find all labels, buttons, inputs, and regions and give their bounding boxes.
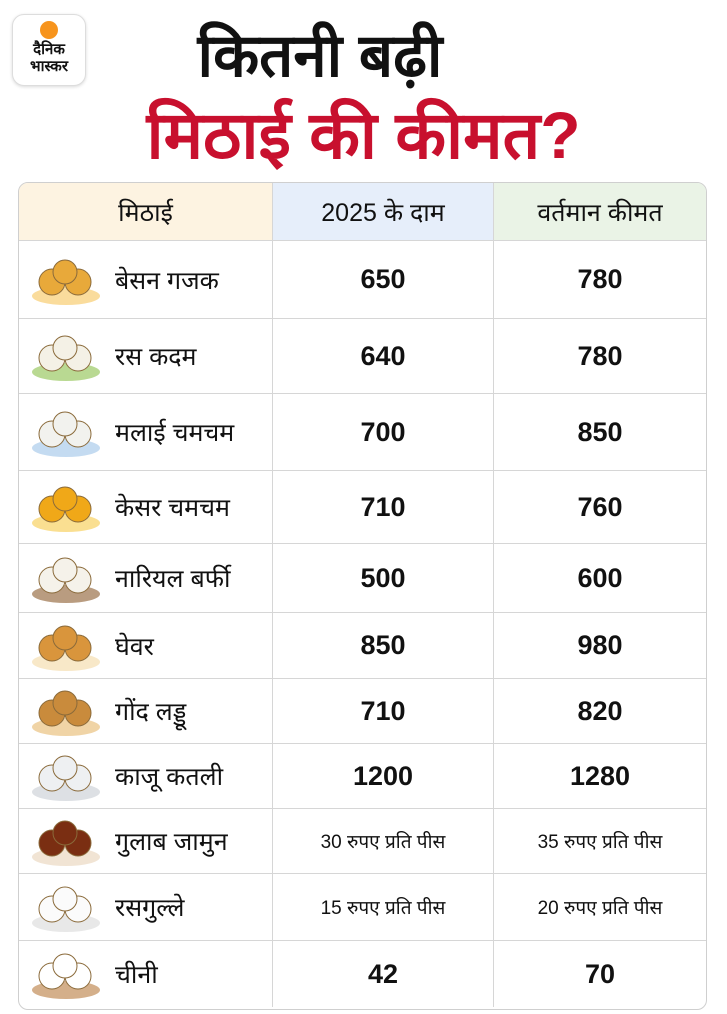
price-cell: 1280	[494, 744, 706, 809]
price: 42	[367, 958, 399, 989]
item-name: केसर चमचम	[115, 494, 230, 522]
sweet-icon	[32, 886, 100, 932]
price: 820	[577, 695, 623, 726]
price: 30 रुपए प्रति पीस	[320, 832, 446, 853]
price: 500	[360, 562, 406, 593]
item-cell: रस कदम	[19, 319, 273, 394]
price-cell: 640	[273, 319, 494, 394]
logo-sun	[40, 21, 58, 39]
price-cell: 35 रुपए प्रति पीस	[494, 809, 706, 874]
price: 650	[360, 264, 406, 294]
price-table: मिठाई 2025 के दाम वर्तमान कीमत बेसन गजक 650 7…	[18, 182, 707, 1010]
price-cell: 15 रुपए प्रति पीस	[273, 874, 494, 941]
price-cell: 980	[494, 613, 706, 679]
item-name: नारियल बर्फी	[115, 565, 231, 593]
title: मिठाई की कीमत?	[146, 98, 581, 172]
sweet-icon	[32, 690, 100, 736]
logo-text: भास्कर	[30, 58, 68, 75]
item-cell: गोंद लड्डू	[19, 679, 273, 744]
item-name: घेवर	[115, 632, 154, 661]
price: 1280	[569, 760, 631, 791]
item-name: रस कदम	[115, 343, 197, 371]
item-name: रसगुल्ले	[115, 894, 185, 922]
item-name: बेसन गजक	[115, 266, 219, 295]
price-cell: 710	[273, 679, 494, 744]
price: 780	[577, 340, 623, 371]
price-cell: 70	[494, 941, 706, 1007]
price: 700	[360, 416, 406, 447]
price: 35 रुपए प्रति पीस	[537, 832, 663, 853]
price-cell: 600	[494, 544, 706, 613]
item-cell: गुलाब जामुन	[19, 809, 273, 874]
sweet-icon	[32, 953, 100, 999]
price: 760	[577, 491, 623, 522]
price: 20 रुपए प्रति पीस	[537, 898, 663, 919]
item-name: काजू कतली	[115, 763, 224, 791]
sweet-icon	[32, 755, 100, 801]
item-name: चीनी	[115, 961, 158, 989]
sweet-icon	[32, 557, 100, 603]
item-name: गुलाब जामुन	[115, 828, 228, 856]
price: 710	[360, 695, 406, 726]
item-cell: मलाई चमचम	[19, 394, 273, 471]
price-cell: 710	[273, 471, 494, 544]
price-cell: 760	[494, 471, 706, 544]
sweet-icon	[32, 259, 100, 305]
title: कितनी बढ़ी	[197, 22, 443, 89]
price: 640	[360, 340, 406, 371]
price-cell: 850	[273, 613, 494, 679]
item-name: मलाई चमचम	[115, 419, 235, 447]
price: 1200	[352, 760, 414, 791]
sweet-icon	[32, 411, 100, 457]
price-cell: 42	[273, 941, 494, 1007]
price: 710	[360, 491, 406, 522]
price-cell: 30 रुपए प्रति पीस	[273, 809, 494, 874]
price-cell: 1200	[273, 744, 494, 809]
price: 850	[360, 630, 406, 660]
item-cell: रसगुल्ले	[19, 874, 273, 941]
item-cell: काजू कतली	[19, 744, 273, 809]
sweet-icon	[32, 820, 100, 866]
header-cell: वर्तमान कीमत	[494, 183, 706, 241]
item-cell: नारियल बर्फी	[19, 544, 273, 613]
sweet-icon	[32, 335, 100, 381]
price: 780	[577, 264, 623, 294]
logo-text: दैनिक	[33, 41, 65, 58]
price-cell: 500	[273, 544, 494, 613]
price: 600	[577, 562, 623, 593]
item-name: गोंद लड्डू	[115, 698, 187, 726]
price: 980	[577, 630, 623, 660]
item-cell: घेवर	[19, 613, 273, 679]
item-cell: बेसन गजक	[19, 241, 273, 319]
item-cell: चीनी	[19, 941, 273, 1007]
price-cell: 20 रुपए प्रति पीस	[494, 874, 706, 941]
price-cell: 780	[494, 319, 706, 394]
price-cell: 820	[494, 679, 706, 744]
price: 70	[584, 958, 616, 989]
item-cell: केसर चमचम	[19, 471, 273, 544]
price-cell: 850	[494, 394, 706, 471]
price: 850	[577, 416, 623, 447]
sweet-icon	[32, 625, 100, 671]
logo: दैनिक भास्कर	[12, 14, 86, 86]
sweet-icon	[32, 486, 100, 532]
price-cell: 780	[494, 241, 706, 319]
price: 15 रुपए प्रति पीस	[320, 898, 446, 919]
header-cell-text: वर्तमान कीमत	[537, 198, 663, 227]
header-cell-text: 2025 के दाम	[321, 198, 445, 227]
header-cell-text: मिठाई	[118, 198, 173, 227]
header-cell: 2025 के दाम	[273, 183, 494, 241]
price-cell: 650	[273, 241, 494, 319]
header-cell: मिठाई	[19, 183, 273, 241]
price-cell: 700	[273, 394, 494, 471]
